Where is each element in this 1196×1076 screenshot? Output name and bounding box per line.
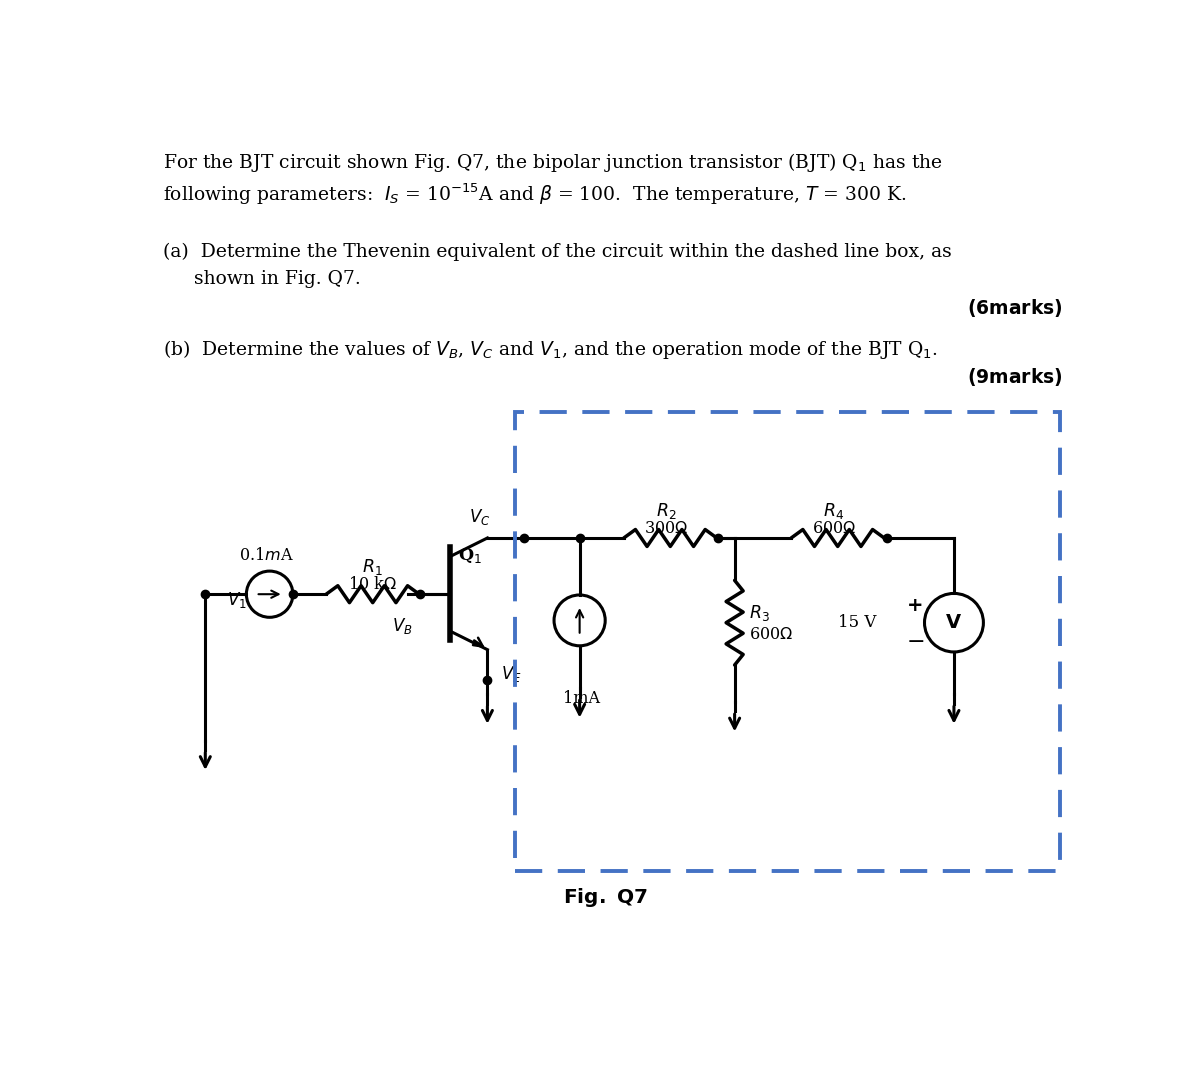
Text: $\mathbf{Fig.\ Q7}$: $\mathbf{Fig.\ Q7}$ (563, 886, 647, 909)
Text: $R_2$: $R_2$ (657, 501, 677, 521)
Text: $V_C$: $V_C$ (469, 507, 490, 527)
Text: +: + (907, 596, 923, 615)
Text: $R_1$: $R_1$ (362, 557, 383, 577)
Text: 300$\Omega$: 300$\Omega$ (645, 520, 689, 537)
Text: 10 k$\Omega$: 10 k$\Omega$ (348, 577, 397, 594)
Text: $R_3$: $R_3$ (749, 604, 769, 623)
Bar (515, 412, 1060, 872)
Text: Q$_1$: Q$_1$ (458, 546, 482, 565)
Text: $V_B$: $V_B$ (392, 615, 413, 636)
Text: $\mathbf{(6 marks)}$: $\mathbf{(6 marks)}$ (966, 297, 1062, 318)
Text: $\mathbf{V}$: $\mathbf{V}$ (946, 613, 963, 632)
Text: $V_E$: $V_E$ (501, 664, 521, 684)
Text: 0.1$m$A: 0.1$m$A (239, 548, 294, 564)
Text: $R_4$: $R_4$ (823, 501, 844, 521)
Text: 1mA: 1mA (562, 691, 599, 707)
Text: (a)  Determine the Thevenin equivalent of the circuit within the dashed line box: (a) Determine the Thevenin equivalent of… (164, 243, 952, 261)
Text: For the BJT circuit shown Fig. Q7, the bipolar junction transistor (BJT) Q$_1$ h: For the BJT circuit shown Fig. Q7, the b… (164, 151, 944, 173)
Text: following parameters:  $I_S$ = 10$^{-15}$A and $\beta$ = 100.  The temperature, : following parameters: $I_S$ = 10$^{-15}$… (164, 182, 907, 207)
Text: $\mathbf{(9 marks)}$: $\mathbf{(9 marks)}$ (966, 366, 1062, 388)
Text: (b)  Determine the values of $V_B$, $V_C$ and $V_1$, and the operation mode of t: (b) Determine the values of $V_B$, $V_C$… (164, 338, 939, 360)
Text: $-$: $-$ (907, 629, 925, 650)
Text: $V_1$: $V_1$ (227, 590, 246, 610)
Text: 600$\Omega$: 600$\Omega$ (749, 626, 793, 642)
Text: 15 V: 15 V (838, 614, 877, 632)
Text: shown in Fig. Q7.: shown in Fig. Q7. (195, 270, 361, 288)
Text: 600$\Omega$: 600$\Omega$ (812, 520, 856, 537)
